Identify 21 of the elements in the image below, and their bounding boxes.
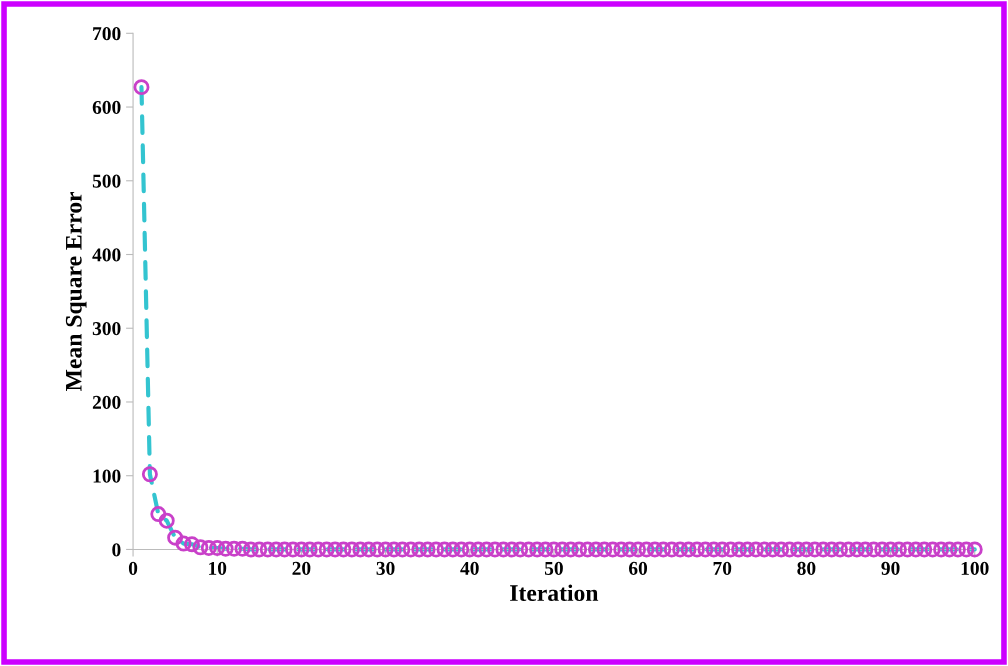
y-tick-label: 400 xyxy=(92,248,121,262)
y-tick-label: 700 xyxy=(93,27,121,41)
y-tick-label: 600 xyxy=(92,100,121,114)
x-tick-label: 80 xyxy=(797,561,816,575)
y-tick-label: 100 xyxy=(93,469,121,483)
x-tick-label: 0 xyxy=(128,561,138,575)
x-tick-label: 30 xyxy=(376,561,395,575)
x-tick-label: 10 xyxy=(209,561,227,575)
y-axis-title: Mean Square Error xyxy=(65,191,87,391)
x-tick-label: 70 xyxy=(713,561,732,575)
x-tick-label: 50 xyxy=(544,561,563,575)
x-tick-label: 20 xyxy=(292,561,311,575)
x-axis-title: Iteration xyxy=(510,584,599,602)
y-tick-label: 500 xyxy=(92,174,121,188)
y-tick-label: 300 xyxy=(92,322,121,336)
y-tick-label: 0 xyxy=(112,543,121,557)
y-tick-label: 200 xyxy=(92,395,121,409)
x-tick-label: 90 xyxy=(881,561,900,575)
x-tick-label: 40 xyxy=(460,561,479,575)
x-tick-label: 100 xyxy=(961,561,989,575)
x-tick-label: 60 xyxy=(629,561,648,575)
